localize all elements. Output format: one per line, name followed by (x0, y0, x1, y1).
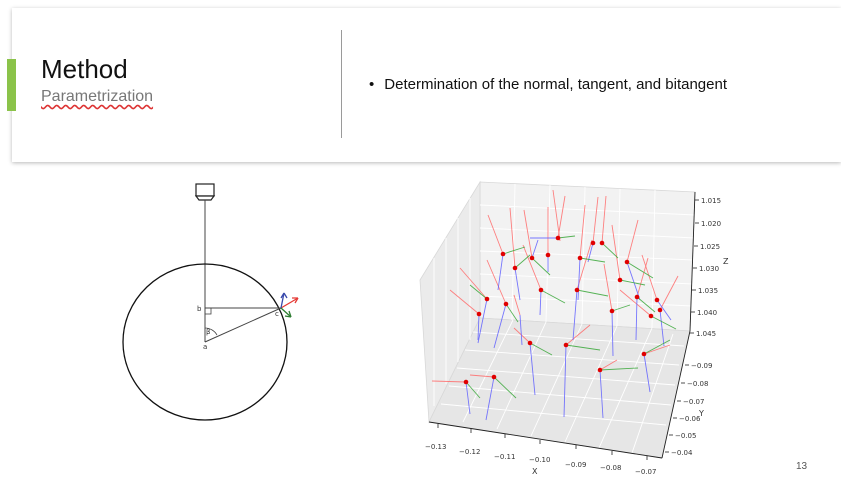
label-a: a (203, 343, 207, 351)
z-tick-label: 1.035 (698, 287, 718, 295)
x-tick-label: −0.12 (459, 448, 480, 456)
bullet-text: Determination of the normal, tangent, an… (384, 76, 727, 93)
x-axis-label: X (532, 467, 538, 476)
title-card (12, 8, 841, 162)
label-c: c (275, 310, 279, 318)
y-tick-label: −0.04 (671, 449, 693, 457)
slide-title: Method (41, 54, 128, 84)
divider (341, 30, 342, 138)
sphere-outline (122, 263, 288, 421)
z-tick-label: 1.030 (699, 265, 719, 273)
x-tick-label: −0.13 (425, 443, 446, 451)
bullet-dot: • (369, 76, 375, 93)
normal-vectors (431, 189, 679, 383)
slide-subtitle: Parametrization (41, 88, 154, 105)
bullet-item: • Determination of the normal, tangent, a… (369, 76, 727, 93)
x-tick-label: −0.10 (529, 456, 550, 464)
y-axis-label: Y (698, 409, 704, 418)
radius-line (204, 307, 282, 343)
y-tick-label: −0.07 (683, 398, 704, 406)
beta-arc (204, 327, 218, 336)
accent-bar (7, 59, 16, 111)
label-beta: β (206, 328, 210, 336)
z-tick-label: 1.045 (696, 330, 716, 338)
surface-points (463, 235, 663, 385)
x-tick-label: −0.11 (494, 453, 515, 461)
right-angle-marker (204, 307, 212, 315)
axis-ticks (437, 199, 699, 460)
z-tick-label: 1.025 (700, 243, 720, 251)
y-tick-label: −0.06 (679, 415, 701, 423)
label-b: b (197, 305, 202, 313)
z-tick-label: 1.040 (697, 309, 717, 317)
frame-arrows (280, 292, 299, 318)
camera-icon (194, 183, 216, 201)
z-axis-label: Z (723, 257, 729, 266)
z-tick-label: 1.020 (701, 220, 721, 228)
page-number: 13 (796, 461, 808, 472)
z-tick-label: 1.015 (701, 197, 721, 205)
x-tick-label: −0.08 (600, 464, 621, 472)
y-tick-label: −0.09 (691, 362, 712, 370)
y-tick-label: −0.08 (687, 380, 708, 388)
bitangent-vectors (465, 235, 677, 399)
y-tick-label: −0.05 (675, 432, 696, 440)
axis-lines (428, 191, 696, 459)
x-tick-label: −0.07 (635, 468, 656, 476)
tangent-vectors (465, 237, 672, 421)
x-tick-label: −0.09 (565, 461, 586, 469)
